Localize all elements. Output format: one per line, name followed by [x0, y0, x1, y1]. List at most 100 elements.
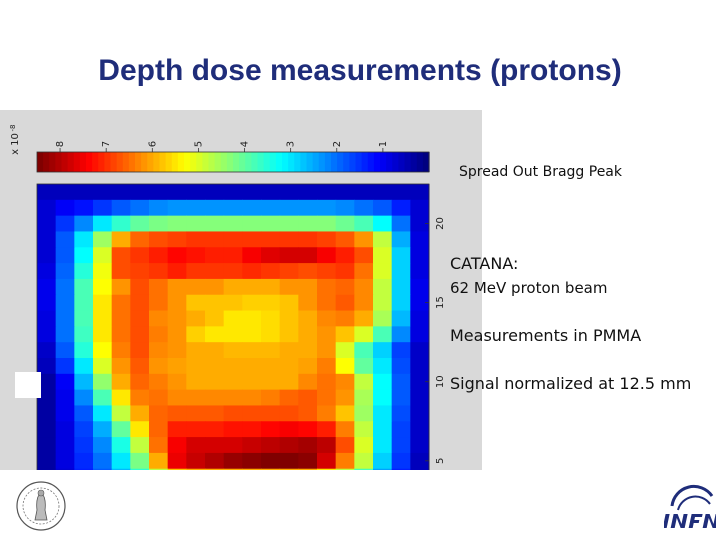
heatmap-cell: [223, 231, 243, 248]
heatmap-cell: [55, 247, 75, 264]
heatmap-cell: [261, 358, 281, 375]
heatmap-cell: [317, 358, 337, 375]
heatmap-cell: [317, 184, 337, 201]
colorbar-segment: [263, 152, 271, 172]
heatmap-cell: [317, 468, 337, 470]
heatmap-cell: [298, 405, 318, 422]
heatmap-cell: [354, 278, 374, 296]
colorbar-segment: [306, 152, 314, 172]
heatmap-cell: [279, 373, 299, 391]
colorbar-segment: [386, 152, 393, 172]
heatmap-cell: [130, 373, 150, 391]
heatmap-cell: [223, 452, 243, 470]
heatmap-cell: [354, 263, 374, 280]
heatmap-cell: [335, 437, 355, 454]
colorbar-segment: [128, 152, 136, 172]
colorbar-segment: [404, 152, 412, 172]
heatmap-cell: [261, 342, 281, 359]
heatmap-cell: [298, 389, 318, 406]
colorbar-segment: [165, 152, 173, 172]
heatmap-cell: [130, 342, 150, 359]
heatmap-cell: [130, 294, 150, 312]
note-material: Measurements in PMMA: [450, 326, 642, 345]
heatmap-cell: [335, 421, 355, 438]
heatmap-cell: [186, 342, 206, 359]
heatmap-cell: [223, 199, 243, 217]
heatmap-cell: [37, 373, 57, 391]
colorbar-segment: [282, 152, 289, 172]
heatmap-cell: [391, 326, 411, 343]
heatmap-cell: [354, 437, 374, 454]
heatmap-cell: [317, 294, 337, 312]
heatmap-cell: [354, 421, 374, 438]
heatmap-cell: [373, 452, 393, 470]
colorbar-segment: [245, 152, 252, 172]
heatmap-cell: [373, 247, 393, 264]
colorbar-segment: [43, 152, 50, 172]
heatmap-cell: [410, 263, 430, 280]
heatmap-cell: [261, 199, 281, 217]
heatmap-cell: [111, 231, 131, 248]
heatmap-cell: [167, 342, 187, 359]
heatmap-cell: [354, 342, 374, 359]
colorbar-segment: [251, 152, 259, 172]
heatmap-cell: [167, 389, 187, 406]
heatmap-cell: [167, 199, 187, 217]
heatmap-cell: [261, 215, 281, 232]
heatmap-cell: [74, 215, 94, 232]
heatmap-cell: [373, 215, 393, 232]
heatmap-cell: [205, 278, 225, 296]
heatmap-cell: [373, 310, 393, 327]
heatmap-cell: [279, 215, 299, 232]
heatmap-cell: [410, 310, 430, 327]
heatmap-cell: [205, 358, 225, 375]
heatmap-cell: [37, 421, 57, 438]
heatmap-cell: [55, 231, 75, 248]
heatmap-cell: [261, 310, 281, 327]
heatmap-cell: [223, 389, 243, 406]
heatmap-cell: [410, 468, 430, 470]
heatmap-cell: [354, 294, 374, 312]
heatmap-cell: [242, 437, 262, 454]
heatmap-cell: [298, 310, 318, 327]
heatmap-cell: [279, 389, 299, 406]
heatmap-cell: [298, 263, 318, 280]
heatmap-cell: [130, 405, 150, 422]
heatmap-frame: [36, 183, 430, 470]
heatmap-cell: [223, 247, 243, 264]
heatmap-cell: [55, 405, 75, 422]
heatmap-cell: [261, 294, 281, 312]
heatmap-cell: [317, 326, 337, 343]
heatmap-cell: [167, 310, 187, 327]
heatmap-cell: [242, 405, 262, 422]
heatmap-cell: [93, 278, 113, 296]
heatmap-cell: [298, 373, 318, 391]
colorbar-segment: [324, 152, 332, 172]
heatmap-cell: [74, 326, 94, 343]
heatmap-cell: [354, 389, 374, 406]
heatmap-cell: [111, 278, 131, 296]
colorbar-tick-label: 6: [147, 141, 158, 147]
heatmap-cell: [223, 468, 243, 470]
heatmap-cell: [391, 247, 411, 264]
heatmap-cell: [279, 278, 299, 296]
heatmap-cell: [130, 199, 150, 217]
heatmap-cell: [186, 310, 206, 327]
heatmap-cell: [335, 247, 355, 264]
heatmap-cell: [186, 247, 206, 264]
heatmap-cell: [74, 342, 94, 359]
colorbar-segment: [92, 152, 99, 172]
heatmap-cell: [55, 342, 75, 359]
heatmap-cell: [205, 215, 225, 232]
heatmap-cell: [111, 199, 131, 217]
heatmap-cell: [205, 231, 225, 248]
heatmap-cell: [93, 215, 113, 232]
heatmap-cell: [298, 452, 318, 470]
heatmap-cell: [391, 231, 411, 248]
heatmap-cell: [317, 310, 337, 327]
heatmap-cell: [261, 421, 281, 438]
heatmap-cell: [205, 326, 225, 343]
heatmap-cell: [373, 437, 393, 454]
heatmap-cell: [410, 278, 430, 296]
heatmap-cell: [186, 263, 206, 280]
